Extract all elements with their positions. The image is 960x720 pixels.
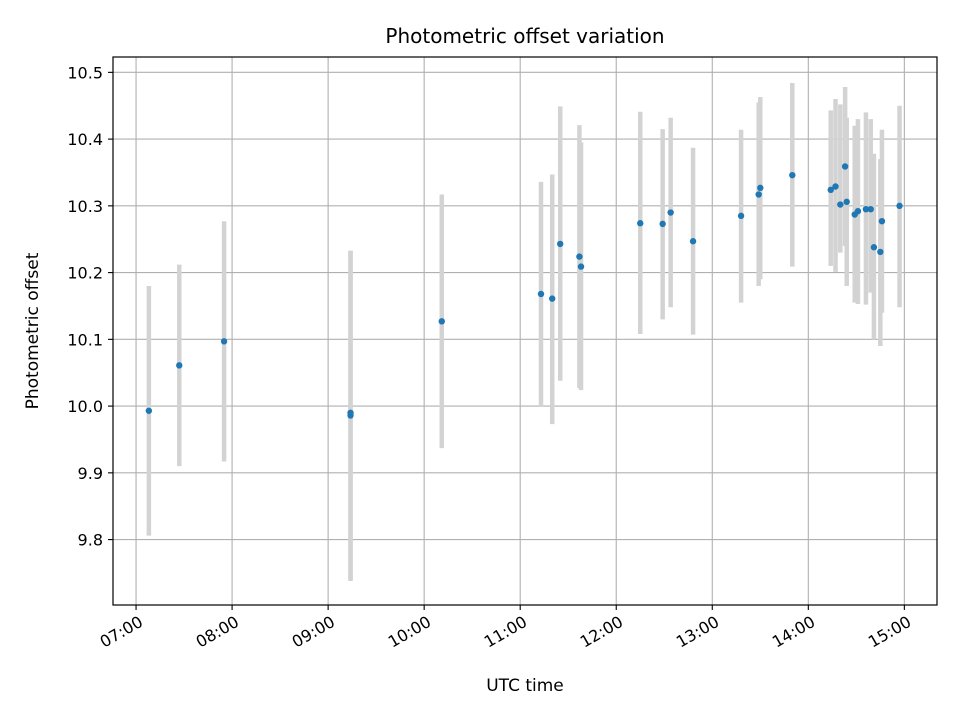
data-point [145, 407, 153, 414]
data-point [637, 220, 644, 227]
data-point [549, 295, 556, 302]
data-point [347, 412, 354, 419]
data-point [220, 338, 228, 345]
data-point [176, 362, 183, 369]
y-tick-label: 10.2 [67, 264, 103, 283]
y-tick-label: 10.1 [67, 330, 103, 349]
data-point [867, 205, 874, 213]
grid-lines [113, 57, 937, 605]
data-point [837, 201, 844, 208]
data-point [827, 186, 834, 194]
y-tick-label: 10.3 [67, 197, 103, 216]
y-axis-ticks: 9.8 9.9 10.0 10.1 10.2 10.3 10.4 10.5 [67, 63, 113, 550]
data-point [577, 263, 585, 270]
y-axis-label: Photometric offset [23, 252, 43, 409]
y-tick-label: 9.8 [78, 531, 103, 550]
data-point [789, 171, 796, 179]
data-point [737, 212, 745, 220]
data-point [755, 191, 762, 198]
data-point [576, 253, 583, 260]
data-point [537, 290, 545, 298]
data-point [689, 238, 697, 245]
data-point [862, 205, 870, 213]
y-tick-label: 10.0 [67, 397, 103, 416]
data-point [659, 220, 666, 228]
chart-title: Photometric offset variation [385, 24, 664, 48]
data-point [832, 183, 839, 190]
plot-frame [112, 56, 938, 606]
data-point [667, 209, 674, 216]
data-point [870, 244, 878, 251]
data-points [145, 163, 903, 419]
data-point [843, 198, 850, 206]
data-point [757, 184, 764, 192]
y-tick-label: 10.5 [67, 63, 103, 82]
data-point [841, 163, 849, 170]
y-tick-label: 9.9 [78, 464, 103, 483]
data-point [896, 202, 903, 210]
x-axis-label: UTC time [486, 676, 564, 696]
data-point [438, 318, 445, 325]
data-point [877, 248, 884, 256]
data-point [557, 240, 564, 248]
data-point [854, 207, 862, 215]
y-tick-label: 10.4 [67, 130, 103, 149]
data-point [878, 217, 886, 225]
